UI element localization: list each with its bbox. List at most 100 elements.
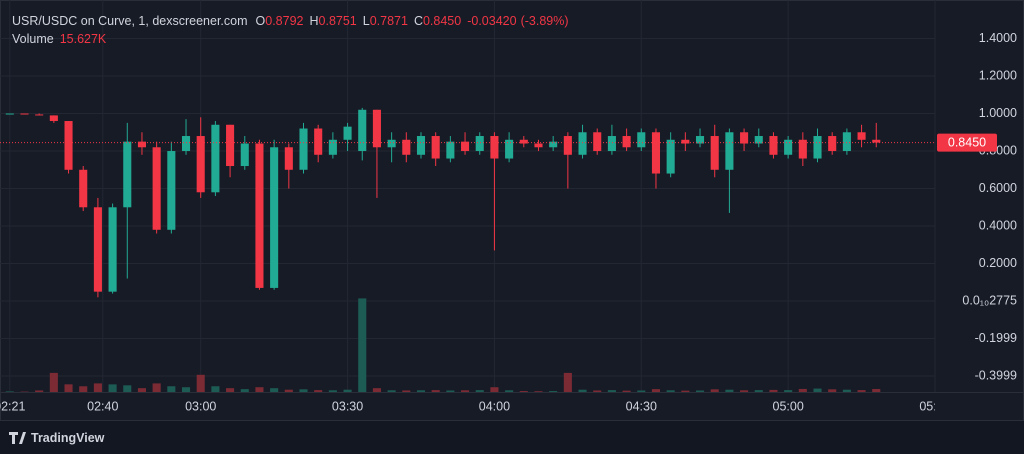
volume-bar xyxy=(387,390,396,392)
candle-body xyxy=(431,136,440,159)
volume-bar xyxy=(549,391,558,392)
volume-bar xyxy=(372,388,381,392)
volume-bar xyxy=(196,374,205,392)
candle-body xyxy=(519,139,528,144)
volume-bar xyxy=(284,389,293,392)
volume-bar xyxy=(461,390,470,392)
candle-body xyxy=(64,121,73,170)
x-tick-label: 04:30 xyxy=(626,399,657,413)
volume-bar xyxy=(534,391,543,392)
candle-body xyxy=(314,128,323,155)
y-tick-label: -0.1999 xyxy=(975,331,1017,345)
volume-bar xyxy=(651,389,661,392)
y-tick-label: 0.0₁₀2775 xyxy=(962,293,1017,307)
volume-bar xyxy=(108,384,117,392)
candle-body xyxy=(240,143,249,167)
candle-body xyxy=(196,136,205,193)
volume-bar xyxy=(607,390,616,392)
volume-bar xyxy=(152,383,161,392)
axes: 1.40001.20001.00000.80000.60000.40000.20… xyxy=(0,31,1017,413)
x-tick-label: 05:00 xyxy=(773,399,804,413)
volume-bar xyxy=(622,390,631,392)
x-tick-label: 04:00 xyxy=(479,399,510,413)
x-tick-label: 03:00 xyxy=(185,399,216,413)
candle-body xyxy=(637,132,646,148)
volume-bar xyxy=(475,390,484,392)
volume-bar xyxy=(857,390,866,392)
candle-body xyxy=(813,136,822,159)
volume-key: Volume xyxy=(12,32,54,46)
volume-bar xyxy=(710,389,719,392)
candle-body xyxy=(20,113,29,115)
volume-bar xyxy=(181,387,191,392)
volume-bar xyxy=(740,390,749,392)
candle-body xyxy=(416,136,426,155)
volume-value: 15.627K xyxy=(60,32,107,46)
low-key: L xyxy=(363,14,370,28)
volume-bar xyxy=(446,390,455,392)
y-tick-label: -0.3999 xyxy=(975,368,1017,382)
volume-legend: Volume 15.627K xyxy=(12,32,107,46)
high-value: 0.8751 xyxy=(319,14,357,28)
volume-bar xyxy=(681,390,690,392)
volume-bar xyxy=(754,390,763,392)
x-tick-label: 03:30 xyxy=(332,399,363,413)
branding-text: TradingView xyxy=(31,431,105,445)
candle-body xyxy=(5,113,14,115)
x-tick-label: 02:40 xyxy=(87,399,118,413)
candle-body xyxy=(387,139,396,148)
candle-body xyxy=(79,169,88,208)
symbol: USR/USDC on Curve, 1, dexscreener.com O0.… xyxy=(12,14,569,28)
volume-bar xyxy=(490,387,499,392)
candle-body xyxy=(563,136,572,155)
volume-bar xyxy=(416,390,426,392)
candle-body xyxy=(93,207,102,292)
candle-body xyxy=(490,136,499,159)
candle-body xyxy=(461,141,470,152)
volume-bar xyxy=(137,388,147,392)
volume-bar xyxy=(270,388,279,392)
candle-body xyxy=(534,143,543,148)
volume-bar xyxy=(769,389,778,392)
candle-body xyxy=(123,141,132,208)
volume-bar xyxy=(167,386,176,392)
candle-body xyxy=(666,139,675,174)
candle-body xyxy=(607,136,616,152)
volume-bar xyxy=(343,389,352,392)
volume-bar xyxy=(299,389,308,392)
volume-bar xyxy=(314,390,323,392)
high-key: H xyxy=(309,14,318,28)
open-key: O xyxy=(256,14,266,28)
volume-bar xyxy=(240,389,249,392)
candle-body xyxy=(651,132,661,174)
candle-body xyxy=(593,132,602,152)
volume-bar xyxy=(563,372,572,392)
candle-body xyxy=(710,136,719,170)
candle-body xyxy=(505,139,514,159)
candle-body xyxy=(35,114,44,116)
candle-body xyxy=(270,147,279,288)
candle-body xyxy=(681,139,690,144)
volume-bar xyxy=(813,388,822,392)
candle-body xyxy=(328,139,337,155)
volume-bar xyxy=(49,372,58,392)
candle-body xyxy=(152,147,161,230)
last-price-label: 0.8450 xyxy=(948,135,986,149)
candle-body xyxy=(622,136,631,148)
last-price-tag xyxy=(937,133,997,152)
candle-body xyxy=(372,109,381,148)
volume-bar xyxy=(695,390,705,392)
volume-bar xyxy=(666,390,675,392)
volume-bar xyxy=(79,386,88,392)
candle-body xyxy=(798,139,807,159)
candle-body xyxy=(725,132,734,170)
volume-bar xyxy=(872,389,881,392)
candle-body xyxy=(784,139,793,155)
volume-bar xyxy=(725,389,734,392)
x-tick-label: 02:21 xyxy=(0,399,25,413)
candle-body xyxy=(754,136,763,144)
candle-body xyxy=(167,151,176,230)
candle-body xyxy=(49,115,58,122)
